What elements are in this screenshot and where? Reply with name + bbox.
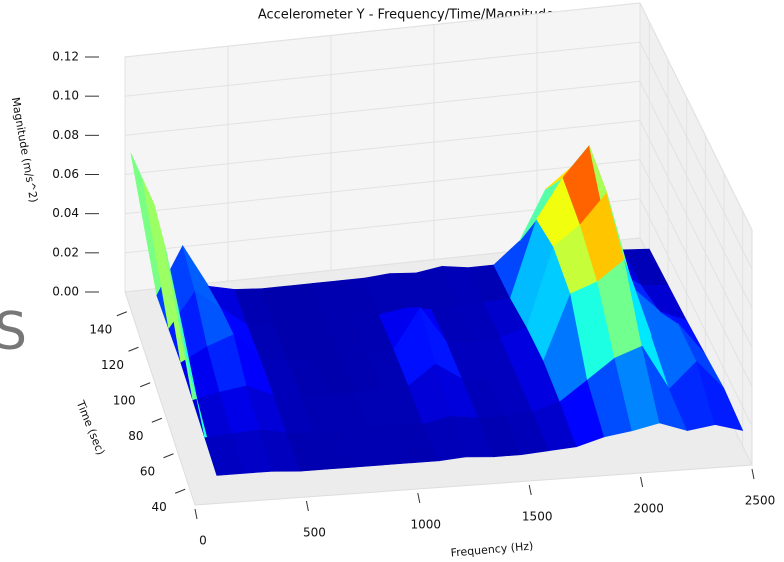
x-axis-label: Frequency (Hz) xyxy=(450,539,534,559)
y-tick-label: 140 xyxy=(89,322,112,336)
z-tick-label: 0.04 xyxy=(52,206,79,220)
y-tick-label: 40 xyxy=(152,500,167,514)
grid-line xyxy=(124,198,753,427)
z-tick-label: 0.06 xyxy=(52,167,79,181)
x-tick xyxy=(305,500,309,512)
x-tick-label: 1500 xyxy=(522,510,553,524)
z-tick-label: 0.10 xyxy=(52,89,79,103)
z-tick-label: 0.00 xyxy=(52,285,79,299)
x-tick-label: 500 xyxy=(303,526,326,540)
side-text: S xyxy=(0,302,27,362)
y-tick-label: 120 xyxy=(101,358,124,372)
grid-line xyxy=(124,41,753,270)
y-tick xyxy=(174,488,186,494)
z-tick-label: 0.08 xyxy=(52,128,79,142)
surface-cell xyxy=(696,361,744,431)
grid-line xyxy=(124,2,753,231)
y-tick-label: 60 xyxy=(140,464,155,478)
x-tick xyxy=(640,476,644,488)
y-tick xyxy=(139,382,151,388)
y-tick xyxy=(163,453,174,459)
x-tick-label: 2500 xyxy=(745,494,776,508)
y-tick-label: 100 xyxy=(113,393,136,407)
z-tick-label: 0.12 xyxy=(52,50,79,64)
z-axis-label: Magnitude (m/s^2) xyxy=(9,96,40,203)
grid-line xyxy=(124,159,753,387)
grid-line xyxy=(124,80,753,309)
z-tick-label: 0.02 xyxy=(52,245,79,259)
x-tick xyxy=(528,484,532,496)
x-tick-label: 1000 xyxy=(411,518,442,532)
y-axis-label: Time (sec) xyxy=(73,398,107,457)
y-tick xyxy=(128,346,139,352)
x-tick-label: 0 xyxy=(199,534,207,548)
y-tick xyxy=(116,311,128,317)
grid-line xyxy=(124,119,753,348)
x-tick xyxy=(194,508,198,520)
y-tick xyxy=(151,417,163,423)
y-tick-label: 80 xyxy=(128,429,143,443)
chart-title: Accelerometer Y - Frequency/Time/Magnitu… xyxy=(258,8,554,23)
x-tick-label: 2000 xyxy=(633,502,664,516)
x-tick xyxy=(751,468,755,480)
x-tick xyxy=(417,492,421,504)
